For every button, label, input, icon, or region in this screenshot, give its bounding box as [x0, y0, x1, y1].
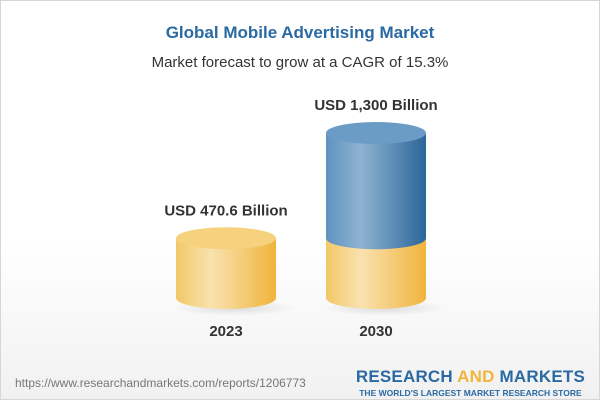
data-label: USD 470.6 Billion: [164, 202, 287, 219]
logo-tagline: THE WORLD'S LARGEST MARKET RESEARCH STOR…: [359, 388, 582, 398]
chart-subtitle: Market forecast to grow at a CAGR of 15.…: [151, 54, 449, 71]
cylinder-growth-segment-2030: [326, 133, 426, 250]
source-url[interactable]: https://www.researchandmarkets.com/repor…: [15, 376, 306, 390]
chart-title: Global Mobile Advertising Market: [165, 23, 435, 42]
category-label: 2030: [359, 323, 392, 340]
research-and-markets-logo: RESEARCH AND MARKETS THE WORLD'S LARGEST…: [356, 367, 585, 398]
cylinder-top-2023: [176, 227, 276, 250]
cylinder-top-2030: [326, 122, 426, 144]
data-label: USD 1,300 Billion: [314, 97, 437, 114]
category-label: 2023: [209, 323, 242, 340]
logo-text-3: MARKETS: [494, 367, 585, 386]
cylinder-base-segment-2023: [176, 238, 276, 309]
cylinder-base-segment-2030: [326, 238, 426, 309]
logo-text-1: RESEARCH: [355, 367, 458, 386]
logo-text-2: AND: [457, 367, 495, 386]
